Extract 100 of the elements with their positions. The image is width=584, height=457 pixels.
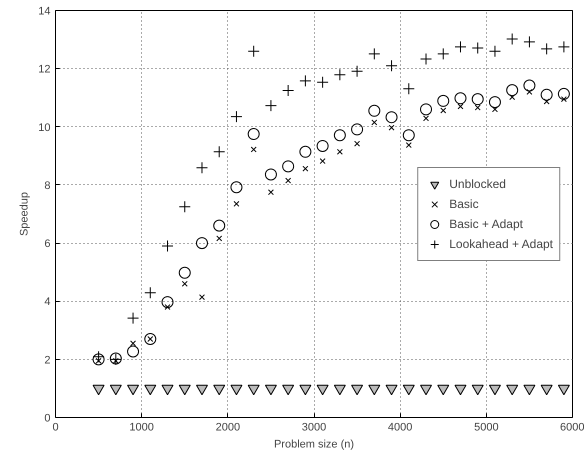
point: [474, 104, 481, 111]
legend-label: Lookahead + Adapt: [449, 236, 553, 250]
x-axis-title: Problem size (n): [274, 438, 354, 450]
point: [526, 88, 532, 95]
point: [354, 140, 360, 147]
point: [509, 94, 516, 100]
point: [388, 124, 395, 131]
y-tick-label: 2: [44, 354, 51, 366]
point: [540, 88, 553, 101]
point: [402, 82, 415, 95]
point: [213, 220, 226, 232]
point: [264, 168, 277, 180]
point: [488, 45, 501, 58]
x-tick-label: 4000: [388, 422, 412, 434]
x-tick-label: 1000: [129, 422, 154, 434]
legend-label: Basic: [449, 196, 479, 210]
point: [540, 42, 553, 55]
y-tick-label: 4: [44, 296, 51, 308]
point: [368, 384, 380, 396]
point: [178, 384, 191, 396]
point: [110, 384, 122, 396]
x-tick-label: 0: [52, 422, 59, 434]
point: [351, 65, 364, 78]
point: [264, 384, 277, 396]
point: [316, 76, 329, 88]
point: [420, 384, 432, 396]
point: [316, 140, 329, 152]
point: [558, 384, 570, 396]
point: [196, 162, 208, 174]
point: [558, 88, 570, 100]
point: [162, 384, 174, 396]
point: [302, 166, 308, 172]
point: [472, 384, 484, 396]
y-tick-label: 6: [44, 238, 51, 250]
point: [264, 100, 277, 112]
y-tick-label: 8: [44, 180, 51, 192]
point: [299, 384, 312, 396]
point: [230, 181, 242, 194]
point: [334, 129, 346, 142]
point: [472, 93, 484, 106]
point: [299, 146, 312, 158]
point: [336, 148, 343, 155]
point: [558, 40, 570, 53]
point: [440, 108, 446, 114]
point: [233, 200, 240, 207]
point: [371, 119, 378, 126]
point: [248, 384, 260, 396]
point: [544, 98, 550, 104]
point: [178, 266, 191, 279]
y-axis-title: Speedup: [18, 192, 30, 236]
point: [386, 384, 398, 396]
y-tick-label: 10: [38, 122, 51, 134]
point: [454, 384, 466, 396]
point: [540, 384, 553, 396]
y-tick-label: 0: [44, 412, 51, 424]
point: [523, 384, 536, 396]
point: [144, 384, 156, 396]
point: [334, 384, 346, 396]
point: [454, 40, 466, 53]
point: [285, 178, 292, 184]
point: [282, 160, 294, 172]
point: [130, 340, 136, 346]
point: [127, 312, 140, 324]
point: [420, 103, 432, 116]
point: [351, 384, 364, 396]
point: [92, 384, 105, 396]
point: [458, 103, 464, 110]
point: [523, 36, 536, 48]
point: [196, 237, 208, 250]
point: [402, 129, 415, 142]
point: [178, 200, 191, 213]
point: [320, 158, 326, 164]
point: [406, 142, 412, 148]
point: [230, 384, 242, 396]
point: [334, 68, 346, 81]
point: [250, 146, 257, 152]
point: [506, 84, 518, 96]
point: [248, 45, 260, 58]
point: [164, 304, 170, 310]
point: [230, 110, 242, 123]
point: [213, 384, 226, 396]
point: [182, 280, 188, 287]
point: [282, 384, 294, 396]
point: [454, 92, 466, 104]
point: [213, 146, 226, 158]
y-tick-label: 14: [38, 6, 51, 18]
point: [92, 353, 105, 366]
point: [437, 48, 450, 60]
point: [560, 96, 567, 102]
point: [368, 104, 380, 117]
point: [127, 384, 140, 396]
point: [386, 60, 398, 72]
x-tick-label: 2000: [216, 422, 240, 434]
y-tick-label: 12: [38, 64, 51, 76]
point: [437, 94, 450, 107]
point: [248, 128, 260, 140]
legend-label: Basic + Adapt: [449, 216, 523, 230]
x-tick-label: 5000: [474, 422, 499, 434]
x-tick-label: 6000: [560, 422, 584, 434]
point: [162, 296, 174, 308]
